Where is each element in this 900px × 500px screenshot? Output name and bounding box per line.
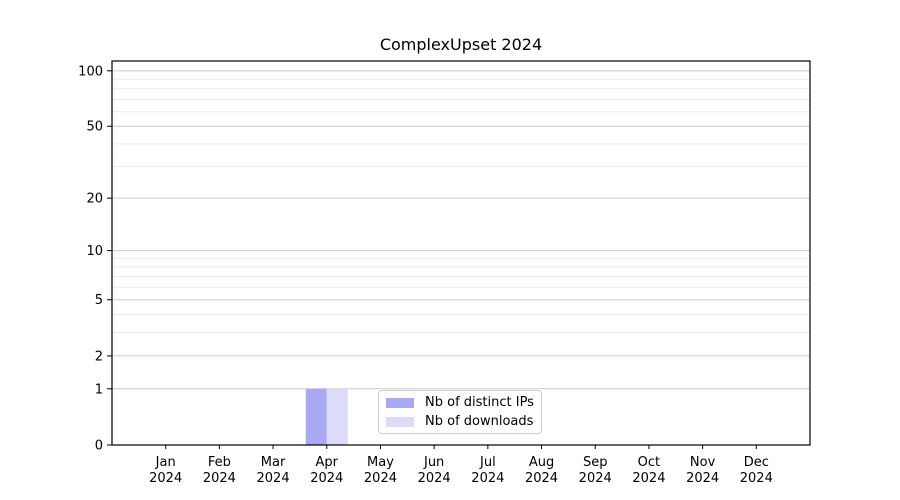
x-tick-label-month: Jul <box>479 455 496 470</box>
y-tick-label: 5 <box>95 293 103 308</box>
y-tick-label: 2 <box>95 349 103 364</box>
x-tick-label-month: May <box>367 455 394 470</box>
x-tick-label-month: Aug <box>529 455 554 470</box>
x-tick-label-year: 2024 <box>203 471 236 486</box>
x-tick-label-year: 2024 <box>418 471 451 486</box>
x-tick-label-year: 2024 <box>471 471 504 486</box>
x-tick-label-year: 2024 <box>310 471 343 486</box>
y-tick-label: 1 <box>95 382 103 397</box>
chart-title: ComplexUpset 2024 <box>379 35 543 54</box>
legend-label: Nb of distinct IPs <box>425 394 534 410</box>
x-tick-label-month: Feb <box>208 455 231 470</box>
x-tick-label-month: Apr <box>316 455 339 470</box>
x-tick-label-year: 2024 <box>257 471 290 486</box>
x-tick-label-year: 2024 <box>579 471 612 486</box>
x-tick-label-year: 2024 <box>632 471 665 486</box>
x-tick-label-month: Dec <box>744 455 769 470</box>
legend-swatch <box>386 397 414 408</box>
x-tick-label-year: 2024 <box>740 471 773 486</box>
y-tick-label: 0 <box>95 439 103 454</box>
x-tick-label-month: Jun <box>423 455 444 470</box>
x-tick-label-month: Oct <box>638 455 660 470</box>
legend-item: Nb of downloads <box>386 414 541 430</box>
x-tick-label-month: Jan <box>155 455 176 470</box>
y-tick-label: 20 <box>86 192 103 207</box>
x-tick-label-month: Mar <box>261 455 286 470</box>
x-tick-label-year: 2024 <box>364 471 397 486</box>
x-tick-label-month: Sep <box>583 455 608 470</box>
y-tick-label: 100 <box>78 64 103 79</box>
plot-border <box>111 60 811 446</box>
y-tick-label: 50 <box>86 120 103 135</box>
bar-nb-of-downloads <box>326 388 348 445</box>
x-tick-label-year: 2024 <box>525 471 558 486</box>
x-tick-label-month: Nov <box>690 455 716 470</box>
x-tick-label-year: 2024 <box>149 471 182 486</box>
bar-nb-of-distinct-ips <box>305 388 327 445</box>
legend-label: Nb of downloads <box>425 413 534 429</box>
y-tick-label: 10 <box>86 244 103 259</box>
legend-item: Nb of distinct IPs <box>386 395 541 411</box>
legend: Nb of distinct IPs Nb of downloads <box>378 390 542 434</box>
x-tick-label-year: 2024 <box>686 471 719 486</box>
legend-swatch <box>386 416 414 427</box>
